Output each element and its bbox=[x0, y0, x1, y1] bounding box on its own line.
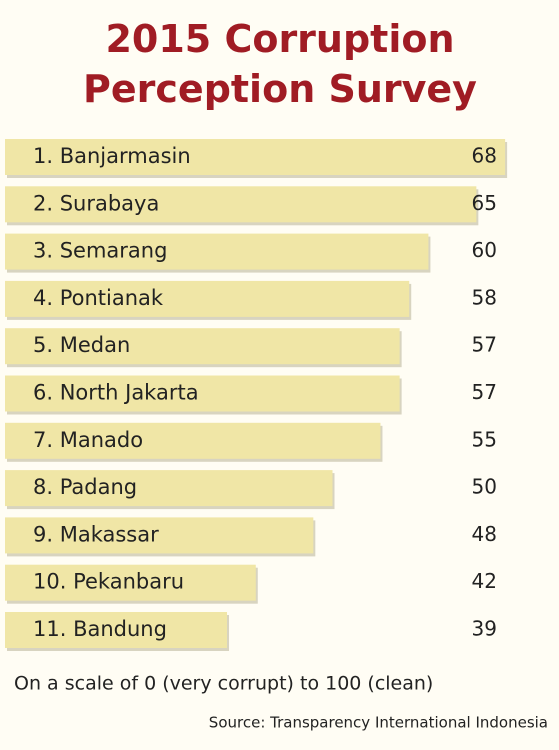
bar bbox=[5, 612, 228, 648]
value-label: 42 bbox=[472, 569, 497, 593]
value-label: 58 bbox=[472, 285, 497, 309]
category-label: 5. Medan bbox=[33, 333, 130, 357]
value-label: 60 bbox=[472, 238, 497, 262]
bar bbox=[5, 139, 506, 175]
bar bbox=[5, 280, 410, 317]
scale-note: On a scale of 0 (very corrupt) to 100 (c… bbox=[14, 673, 433, 695]
category-label: 8. Padang bbox=[33, 475, 137, 499]
value-label: 50 bbox=[472, 475, 497, 499]
value-label: 65 bbox=[472, 191, 497, 215]
category-label: 9. Makassar bbox=[33, 522, 159, 546]
bar bbox=[5, 375, 400, 412]
category-label: 2. Surabaya bbox=[33, 191, 159, 215]
category-label: 6. North Jakarta bbox=[33, 381, 199, 405]
category-label: 11. Bandung bbox=[33, 617, 167, 641]
bar bbox=[5, 564, 256, 601]
category-label: 7. Manado bbox=[33, 428, 143, 452]
category-label: 4. Pontianak bbox=[33, 286, 164, 310]
category-label: 1. Banjarmasin bbox=[33, 144, 191, 168]
bar bbox=[5, 328, 400, 365]
bar bbox=[5, 422, 381, 459]
category-label: 10. Pekanbaru bbox=[33, 570, 184, 594]
value-label: 48 bbox=[472, 522, 497, 546]
value-label: 57 bbox=[472, 380, 497, 404]
bar bbox=[5, 517, 314, 554]
value-label: 57 bbox=[472, 333, 497, 357]
category-label: 3. Semarang bbox=[33, 239, 167, 263]
value-label: 55 bbox=[472, 427, 497, 451]
source-note: Source: Transparency International Indon… bbox=[209, 714, 548, 732]
bar bbox=[5, 186, 477, 223]
value-label: 68 bbox=[472, 144, 497, 168]
value-label: 39 bbox=[472, 617, 497, 641]
bar bbox=[5, 233, 429, 270]
bar bbox=[5, 470, 333, 507]
chart-title: 2015 Corruption Perception Survey bbox=[83, 17, 477, 111]
